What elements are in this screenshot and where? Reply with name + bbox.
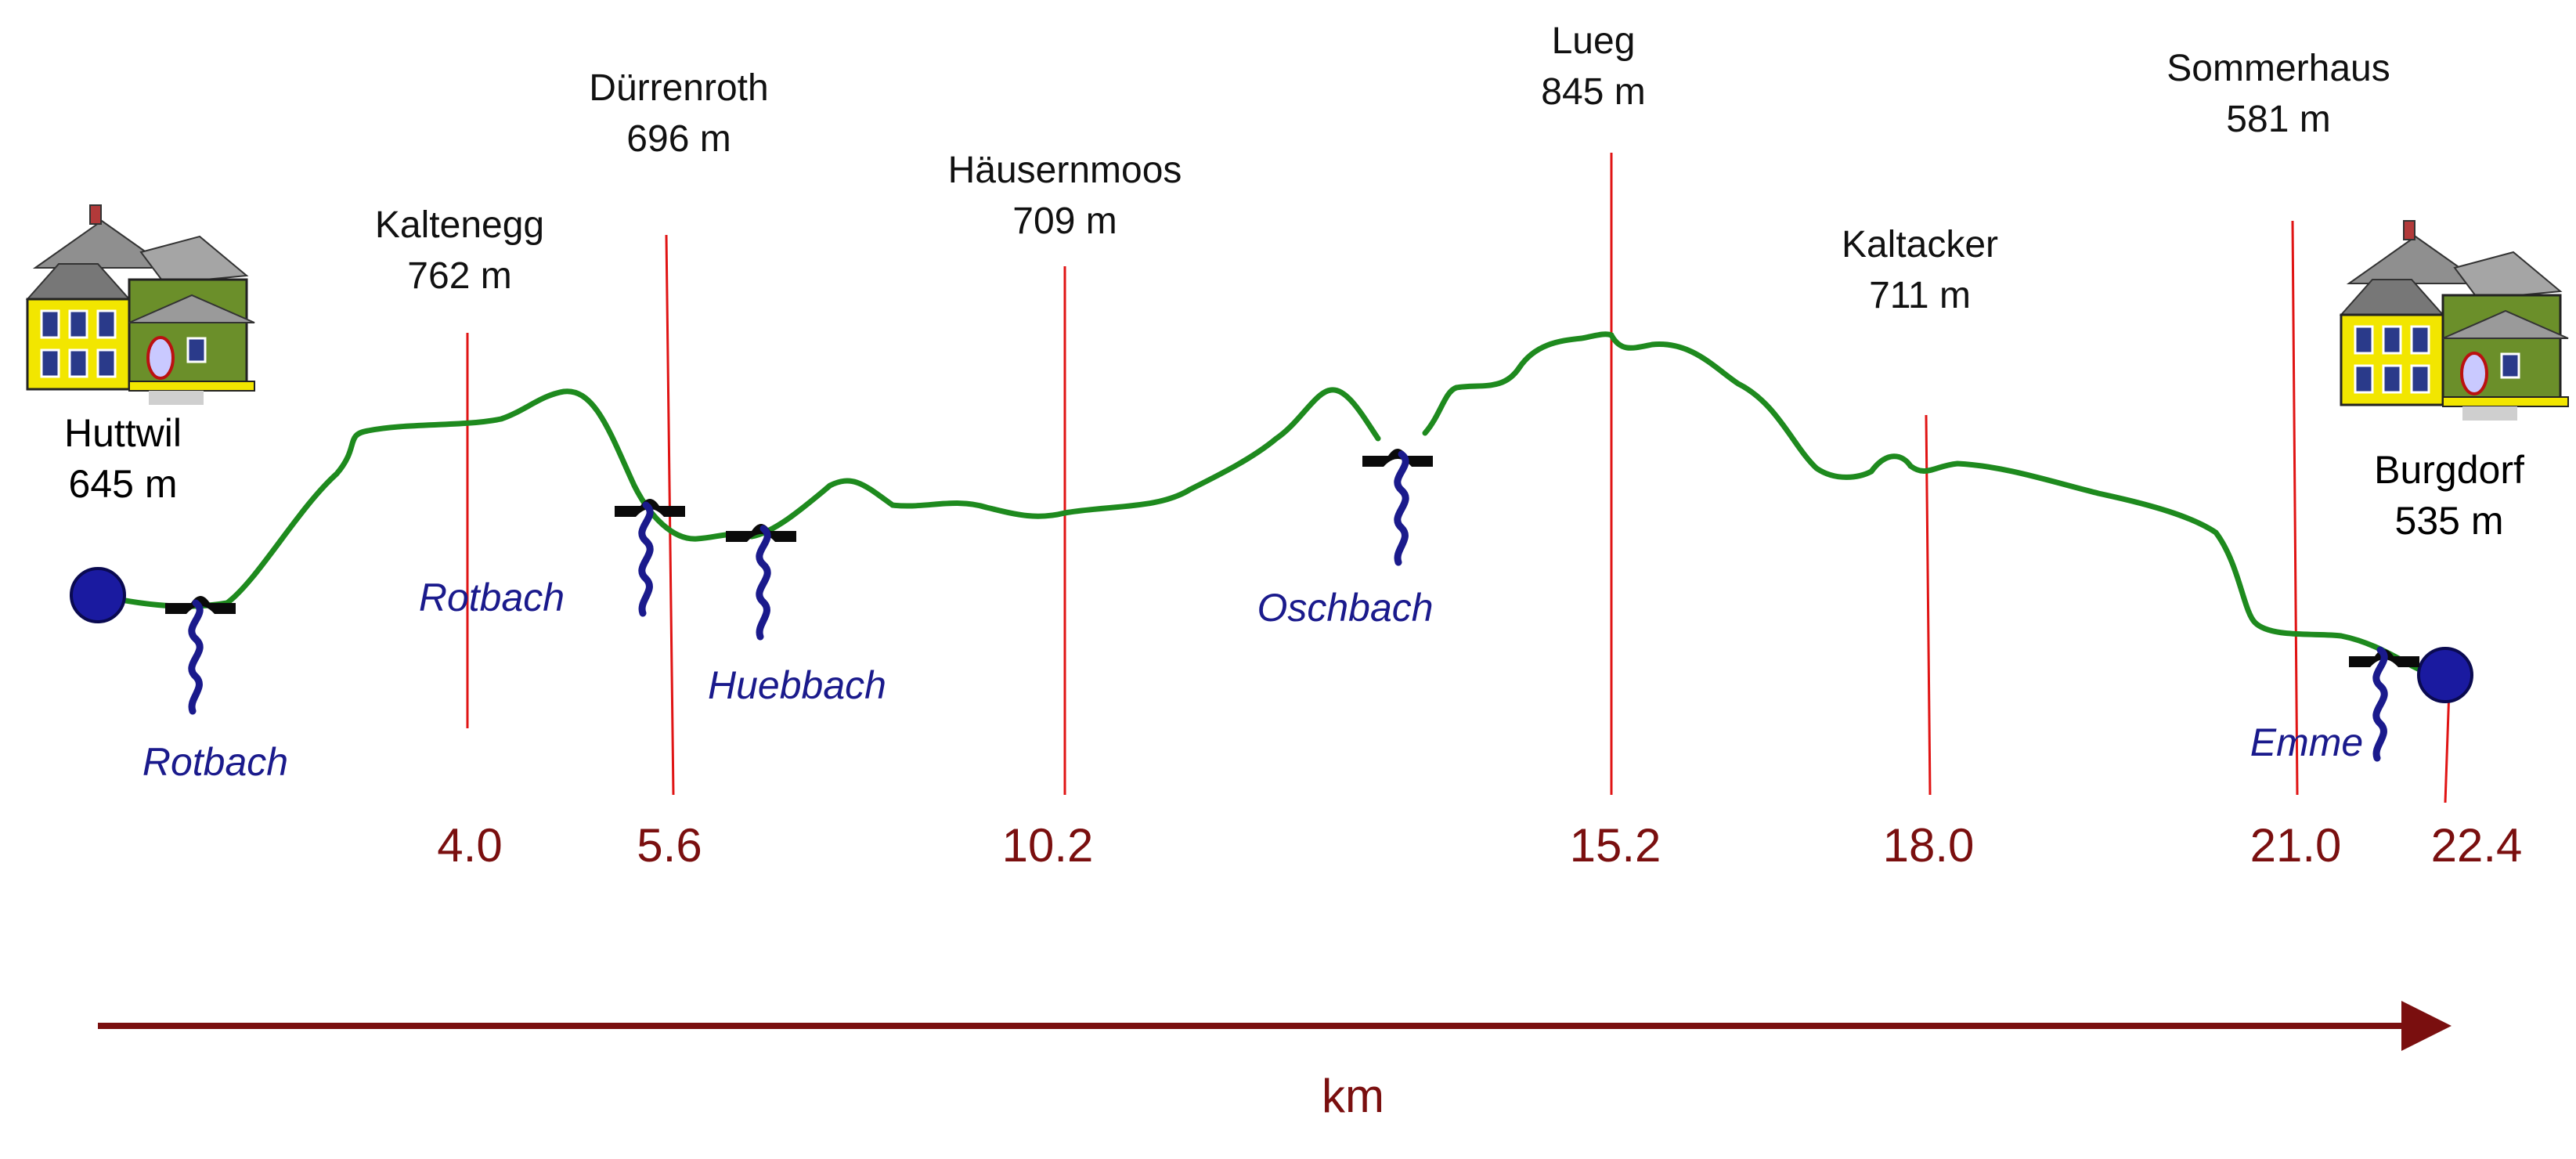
marker-name-durrenroth: Dürrenroth	[589, 67, 768, 109]
marker-altitude-durrenroth: 696 m	[626, 118, 731, 160]
marker-altitude-kaltenegg: 762 m	[407, 255, 511, 297]
crossing-huebbach	[726, 524, 796, 637]
stream-label-rotbach-2: Rotbach	[419, 576, 565, 619]
stream-icon	[192, 603, 200, 711]
axis-label: km	[1322, 1070, 1384, 1122]
stream-label-huebbach: Huebbach	[708, 663, 886, 707]
marker-name-hausernmoos: Häusernmoos	[948, 150, 1182, 191]
km-label-durrenroth: 5.6	[637, 819, 702, 872]
crossing-oschbach	[1362, 449, 1433, 562]
start-altitude: 645 m	[69, 462, 178, 506]
house-icon-start	[26, 204, 256, 406]
marker-name-lueg: Lueg	[1552, 20, 1636, 62]
marker-name-kaltenegg: Kaltenegg	[375, 204, 544, 246]
marker-name-sommerhaus: Sommerhaus	[2167, 48, 2390, 89]
stream-icon	[2376, 650, 2384, 758]
stream-label-emme: Emme	[2250, 720, 2363, 764]
elevation-profile-line-2	[1422, 331, 2450, 686]
marker-altitude-kaltacker: 711 m	[1869, 275, 1971, 316]
end-altitude: 535 m	[2395, 499, 2504, 543]
start-name: Huttwil	[64, 411, 182, 455]
marker-lines	[466, 153, 2451, 803]
km-label-burgdorf: 22.4	[2431, 819, 2523, 872]
marker-line-sommerhaus	[2291, 220, 2299, 796]
marker-name-kaltacker: Kaltacker	[1842, 224, 1998, 265]
start-point-icon	[70, 567, 126, 623]
stream-icon	[1398, 454, 1405, 562]
house-icon-end	[2340, 219, 2570, 422]
marker-line-burgdorf	[2444, 688, 2451, 803]
stream-icon	[642, 505, 650, 613]
km-label-lueg: 15.2	[1570, 819, 1661, 872]
stream-label-oschbach: Oschbach	[1257, 586, 1433, 630]
marker-altitude-lueg: 845 m	[1541, 71, 1645, 113]
crossing-rotbach-2	[615, 499, 685, 613]
elevation-profile-line	[95, 387, 1381, 609]
end-point-icon	[2417, 647, 2473, 703]
km-label-kaltacker: 18.0	[1883, 819, 1975, 872]
bridge-icon	[1362, 449, 1433, 467]
km-label-kaltenegg: 4.0	[437, 819, 502, 872]
marker-altitude-hausernmoos: 709 m	[1012, 200, 1117, 242]
marker-altitude-sommerhaus: 581 m	[2226, 99, 2330, 140]
km-label-hausernmoos: 10.2	[1002, 819, 1094, 872]
km-label-sommerhaus: 21.0	[2250, 819, 2342, 872]
marker-line-kaltacker	[1925, 414, 1932, 796]
stream-icon	[759, 529, 767, 637]
crossing-rotbach-1	[165, 596, 236, 711]
end-name: Burgdorf	[2374, 448, 2524, 492]
stream-label-rotbach-1: Rotbach	[143, 740, 288, 784]
